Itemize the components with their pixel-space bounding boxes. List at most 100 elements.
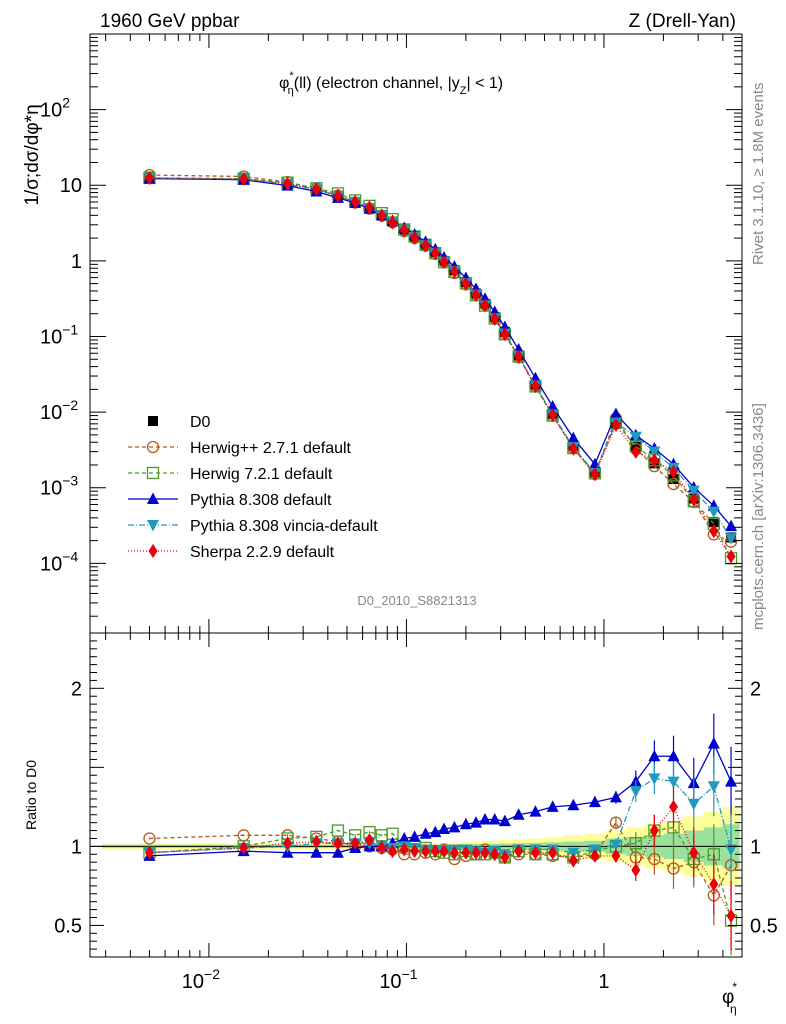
series-point-main-sherpa-2-2-9-default xyxy=(480,298,490,313)
series-point-main-sherpa-2-2-9-default xyxy=(590,467,600,482)
series-point-ratio-herwig-7-2-1-default xyxy=(629,837,642,850)
plot-frames xyxy=(89,33,743,958)
series-point-main-pythia-8-308-vincia-default xyxy=(687,485,700,498)
series-point-ratio-sherpa-2-2-9-default xyxy=(387,844,397,859)
series-point-ratio-pythia-8-308-vincia-default xyxy=(629,786,642,798)
series-point-ratio-herwig-2-7-1-default xyxy=(667,862,680,875)
series-point-ratio-pythia-8-308-default xyxy=(512,808,525,820)
y-tick-label: 1 xyxy=(71,251,82,273)
y-tick-label: 102 xyxy=(40,95,70,122)
series-point-main-sherpa-2-2-9-default xyxy=(387,215,397,230)
series-point-ratio-pythia-8-308-default xyxy=(648,749,661,762)
series-line-main-sherpa-2-2-9-default xyxy=(149,177,732,557)
series-point-ratio-sherpa-2-2-9-default xyxy=(421,844,431,859)
series-point-ratio-pythia-8-308-default xyxy=(529,805,542,817)
series-point-ratio-sherpa-2-2-9-default xyxy=(709,877,719,892)
series-point-ratio-sherpa-2-2-9-default xyxy=(480,845,490,860)
series-point-ratio-sherpa-2-2-9-default xyxy=(430,844,440,859)
ratio-plot-frame xyxy=(89,632,743,958)
series-point-ratio-pythia-8-308-default xyxy=(448,820,461,833)
tick-labels: 102 10 1 10−1 10−2 10−3 10−4 10−2 10−1 1 0.5 0.5 1 1 2… xyxy=(40,95,778,993)
series-point-main-pythia-8-308-vincia-default xyxy=(725,533,738,545)
series-point-ratio-sherpa-2-2-9-default xyxy=(333,836,343,851)
series-point-ratio-sherpa-2-2-9-default xyxy=(649,823,659,838)
series-point-main-sherpa-2-2-9-default xyxy=(333,188,343,203)
series-point-ratio-pythia-8-308-vincia-default xyxy=(667,776,680,789)
series-point-ratio-pythia-8-308-default xyxy=(408,830,421,842)
legend-marker-d0 xyxy=(148,416,158,426)
series-point-ratio-pythia-8-308-default xyxy=(667,749,680,762)
y-tick-label: 10−2 xyxy=(40,397,78,424)
series-point-ratio-sherpa-2-2-9-default xyxy=(530,845,540,860)
legend-label-pythia-8-308-default: Pythia 8.308 default xyxy=(190,492,332,509)
legend-marker-pythia-8-308-default xyxy=(147,492,159,504)
series-point-main-sherpa-2-2-9-default xyxy=(631,444,641,459)
ratio-tick-label: 0.5 xyxy=(54,915,82,937)
series-point-ratio-sherpa-2-2-9-default xyxy=(439,844,449,859)
series-point-ratio-sherpa-2-2-9-default xyxy=(611,848,621,863)
series-point-ratio-pythia-8-308-vincia-default xyxy=(567,847,580,860)
ratio-tick-label-right: 0.5 xyxy=(750,915,778,937)
series-point-ratio-sherpa-2-2-9-default xyxy=(377,840,387,855)
series-point-ratio-pythia-8-308-vincia-default xyxy=(707,781,720,793)
plot-title: φ* η(ll) (electron channel, |yZ| < 1) xyxy=(279,70,503,97)
series-point-ratio-pythia-8-308-default xyxy=(546,800,559,812)
series-point-ratio-pythia-8-308-default xyxy=(488,812,501,825)
series-point-main-sherpa-2-2-9-default xyxy=(461,276,471,291)
series-point-main-sherpa-2-2-9-default xyxy=(649,453,659,468)
axis-ticks xyxy=(90,34,743,957)
series-point-ratio-pythia-8-308-default xyxy=(567,798,580,811)
series-point-ratio-herwig-2-7-1-default xyxy=(143,832,156,845)
header-left: 1960 GeV ppbar xyxy=(100,11,240,32)
series-point-main-sherpa-2-2-9-default xyxy=(377,208,387,223)
series-point-main-sherpa-2-2-9-default xyxy=(421,238,431,253)
series-point-ratio-herwig-2-7-1-default xyxy=(609,816,623,829)
series-point-main-sherpa-2-2-9-default xyxy=(471,287,481,302)
side-label-mcplots: mcplots.cern.ch [arXiv:1306.3436] xyxy=(750,403,767,630)
series-point-main-pythia-8-308-vincia-default xyxy=(707,506,720,519)
series-line-main-herwig-2-7-1-default xyxy=(149,174,732,543)
series-point-main-sherpa-2-2-9-default xyxy=(726,549,736,564)
ratio-tick-label-right: 1 xyxy=(750,836,761,858)
series-point-ratio-sherpa-2-2-9-default xyxy=(500,850,510,865)
series-point-main-sherpa-2-2-9-default xyxy=(430,246,440,261)
series-point-ratio-sherpa-2-2-9-default xyxy=(490,847,500,862)
analysis-id: D0_2010_S8821313 xyxy=(357,593,476,608)
series-point-ratio-sherpa-2-2-9-default xyxy=(669,799,679,814)
series-point-ratio-sherpa-2-2-9-default xyxy=(283,836,293,851)
legend-label-herwig-2-7-1-default: Herwig++ 2.7.1 default xyxy=(190,440,352,457)
y-axis-label-main: 1/σ;dσ/dφ*η xyxy=(22,104,43,205)
series-point-ratio-sherpa-2-2-9-default xyxy=(471,845,481,860)
series-point-main-sherpa-2-2-9-default xyxy=(311,182,321,197)
series-point-ratio-pythia-8-308-default xyxy=(498,814,511,827)
series-point-ratio-sherpa-2-2-9-default xyxy=(311,834,321,849)
x-tick-label: 10−2 xyxy=(182,966,220,993)
series-point-main-sherpa-2-2-9-default xyxy=(669,464,679,479)
series-point-ratio-pythia-8-308-vincia-default xyxy=(648,773,661,785)
series-point-ratio-pythia-8-308-default xyxy=(725,775,738,787)
ratio-tick-label: 2 xyxy=(71,678,82,700)
legend: D0 Herwig++ 2.7.1 default Herwig 7.2.1 def… xyxy=(128,414,378,561)
y-tick-label: 10−1 xyxy=(40,321,78,348)
series-point-ratio-pythia-8-308-default xyxy=(609,790,622,803)
series-point-ratio-sherpa-2-2-9-default xyxy=(144,845,154,860)
series-point-main-sherpa-2-2-9-default xyxy=(364,200,374,215)
series-point-ratio-sherpa-2-2-9-default xyxy=(568,853,578,868)
series-point-main-sherpa-2-2-9-default xyxy=(439,254,449,269)
series-point-ratio-pythia-8-308-default xyxy=(459,817,472,830)
series-point-ratio-pythia-8-308-default xyxy=(331,846,344,858)
series-point-main-pythia-8-308-default xyxy=(567,431,580,444)
y-tick-label: 10−3 xyxy=(40,473,78,500)
side-label-rivet: Rivet 3.1.10, ≥ 1.8M events xyxy=(750,83,767,266)
series-point-ratio-pythia-8-308-default xyxy=(310,846,323,858)
series-point-ratio-pythia-8-308-default xyxy=(479,812,492,825)
legend-marker-herwig-7-2-1-default xyxy=(146,466,160,480)
legend-label-d0: D0 xyxy=(190,414,211,431)
series-point-ratio-pythia-8-308-default xyxy=(438,822,451,834)
series-point-ratio-pythia-8-308-default xyxy=(419,827,432,839)
series-point-main-sherpa-2-2-9-default xyxy=(530,379,540,394)
y-tick-label: 10 xyxy=(60,175,82,197)
series-point-ratio-pythia-8-308-default xyxy=(469,816,482,828)
series-point-main-sherpa-2-2-9-default xyxy=(490,311,500,326)
